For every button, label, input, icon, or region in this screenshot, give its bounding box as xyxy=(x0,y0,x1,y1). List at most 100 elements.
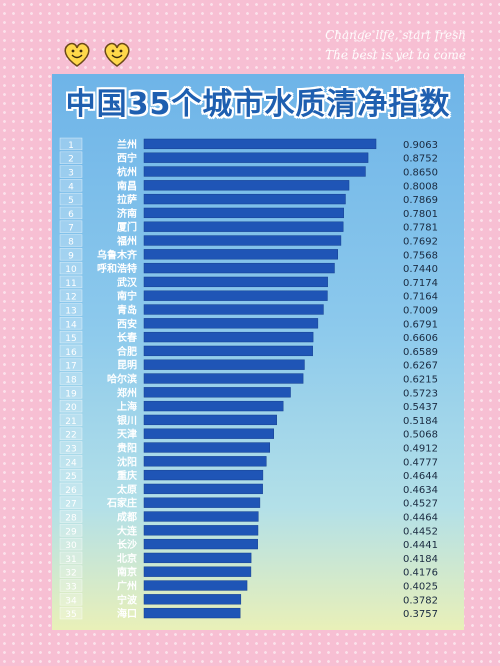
rank-cell xyxy=(59,330,83,344)
bar xyxy=(143,580,248,591)
value-label: 0.6215 xyxy=(403,375,438,386)
bar xyxy=(143,152,369,163)
rank-cell xyxy=(59,151,83,164)
city-label: 厦门 xyxy=(117,221,137,234)
rank-label: 10 xyxy=(65,265,77,275)
bar xyxy=(143,373,304,384)
city-label: 乌鲁木齐 xyxy=(97,248,138,261)
city-label: 郑州 xyxy=(117,386,137,399)
rank-label: 30 xyxy=(65,541,77,551)
rank-cell xyxy=(59,275,83,289)
city-label: 青岛 xyxy=(117,304,137,317)
city-label: 济南 xyxy=(117,207,137,220)
value-label: 0.8650 xyxy=(403,168,438,179)
value-label: 0.4184 xyxy=(403,554,438,565)
bar xyxy=(143,525,259,536)
value-label: 0.4912 xyxy=(403,444,438,455)
rank-cell xyxy=(59,179,83,192)
rank-label: 19 xyxy=(65,389,77,399)
rank-cell xyxy=(59,344,83,358)
value-label: 0.6791 xyxy=(403,319,438,330)
rank-label: 31 xyxy=(65,555,76,565)
bar xyxy=(143,483,263,495)
rank-label: 29 xyxy=(65,527,77,537)
bar xyxy=(143,387,291,398)
value-label: 0.5184 xyxy=(403,416,438,427)
value-label: 0.5068 xyxy=(403,430,438,441)
city-label: 广州 xyxy=(117,580,137,593)
bar xyxy=(143,290,328,301)
bar xyxy=(143,166,366,177)
city-label: 成都 xyxy=(117,511,137,524)
value-label: 0.5437 xyxy=(403,402,438,413)
city-label: 南昌 xyxy=(117,179,137,192)
bar xyxy=(143,249,338,260)
value-label: 0.4527 xyxy=(403,499,438,510)
rank-cell xyxy=(59,579,83,592)
value-label: 0.7869 xyxy=(403,195,438,206)
value-label: 0.7009 xyxy=(403,306,438,317)
bar xyxy=(143,138,377,150)
rank-cell xyxy=(59,510,83,523)
rank-label: 3 xyxy=(68,169,74,179)
rank-cell xyxy=(59,455,83,468)
city-label: 长春 xyxy=(117,331,137,344)
rank-cell xyxy=(59,482,83,496)
city-label: 贵阳 xyxy=(117,442,137,455)
bar xyxy=(143,538,258,550)
bar xyxy=(143,276,328,288)
rank-label: 16 xyxy=(65,348,77,358)
rank-label: 27 xyxy=(65,500,76,510)
bar xyxy=(143,235,342,246)
rank-cell xyxy=(59,165,83,178)
rank-label: 34 xyxy=(65,596,77,606)
value-label: 0.8008 xyxy=(403,181,438,192)
city-label: 呼和浩特 xyxy=(97,262,137,275)
value-label: 0.7801 xyxy=(403,209,438,220)
rank-cell xyxy=(59,372,83,385)
rank-cell xyxy=(59,248,83,261)
bar xyxy=(143,262,335,274)
value-label: 0.4441 xyxy=(403,540,438,551)
bar xyxy=(143,566,252,577)
rank-label: 23 xyxy=(65,445,76,455)
rank-label: 8 xyxy=(68,238,74,248)
rank-cell xyxy=(59,317,83,330)
rank-label: 2 xyxy=(68,155,74,165)
city-label: 福州 xyxy=(116,235,137,248)
city-label: 长沙 xyxy=(117,538,137,551)
rank-label: 4 xyxy=(68,182,74,192)
title-banner: 中国35个城市水质清净指数 xyxy=(52,78,464,124)
city-label: 拉萨 xyxy=(117,193,137,206)
rank-cell xyxy=(59,441,83,454)
rank-cell xyxy=(59,399,83,413)
city-label: 武汉 xyxy=(117,276,138,289)
rank-label: 18 xyxy=(65,376,77,386)
rank-cell xyxy=(59,386,83,399)
rank-label: 7 xyxy=(68,224,74,234)
value-label: 0.7174 xyxy=(403,278,438,289)
rank-label: 33 xyxy=(65,583,76,593)
rank-cell xyxy=(59,606,83,620)
city-label: 西宁 xyxy=(117,152,137,165)
rank-label: 35 xyxy=(65,610,76,620)
city-label: 宁波 xyxy=(117,593,138,606)
value-label: 0.4644 xyxy=(403,471,438,482)
value-label: 0.6267 xyxy=(403,361,438,372)
city-label: 沈阳 xyxy=(117,455,137,468)
city-label: 西安 xyxy=(117,317,137,330)
city-label: 重庆 xyxy=(117,469,137,482)
city-label: 南宁 xyxy=(117,290,137,303)
bar xyxy=(143,497,261,508)
value-label: 0.4777 xyxy=(403,457,438,468)
slogan-line-2: The best is yet to come xyxy=(325,48,466,62)
value-label: 0.4464 xyxy=(403,513,438,524)
value-label: 0.9063 xyxy=(403,140,438,151)
rank-cell xyxy=(59,593,83,606)
city-label: 银川 xyxy=(117,414,137,427)
rank-cell xyxy=(59,192,83,206)
rank-label: 11 xyxy=(65,279,76,289)
rank-label: 20 xyxy=(65,403,77,413)
rank-label: 32 xyxy=(65,569,76,579)
